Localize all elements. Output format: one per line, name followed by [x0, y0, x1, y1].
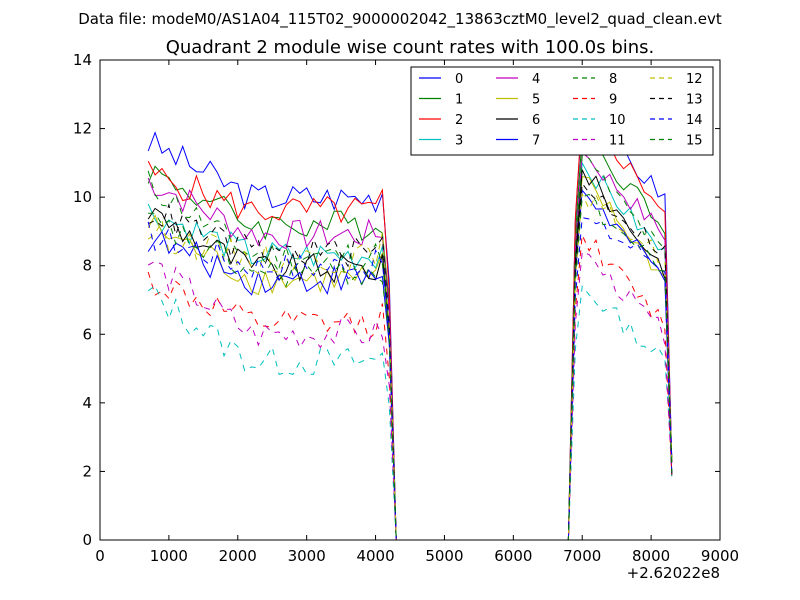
legend-label-1: 1 [455, 93, 463, 108]
legend-label-0: 0 [455, 72, 463, 87]
x-tick-label: 4000 [356, 547, 394, 565]
legend-label-4: 4 [532, 72, 540, 87]
ticks-layer: 0 1000 2000 3000 4000 5000 6000 7000 8000 9000 0 2 4… [73, 51, 739, 565]
x-offset-label: +2.62022e8 [627, 564, 720, 582]
legend-label-11: 11 [609, 134, 626, 149]
series-line-15 [148, 193, 673, 541]
x-tick-label: 9000 [701, 547, 739, 565]
x-tick-label: 8000 [632, 547, 670, 565]
series-line-13 [147, 182, 673, 541]
chart-title: Quadrant 2 module wise count rates with … [166, 37, 655, 58]
y-tick-label: 14 [73, 51, 92, 69]
legend-label-6: 6 [532, 113, 540, 128]
y-tick-label: 12 [73, 120, 92, 138]
y-tick-label: 6 [82, 325, 92, 343]
legend-label-3: 3 [455, 134, 463, 149]
plot-area: 0 1000 2000 3000 4000 5000 6000 7000 8000 9000 0 2 4… [73, 51, 739, 565]
y-tick-label: 0 [82, 531, 92, 549]
legend-label-14: 14 [686, 113, 703, 128]
legend-label-8: 8 [609, 72, 617, 87]
legend-label-2: 2 [455, 113, 463, 128]
y-tick-label: 10 [73, 188, 92, 206]
legend-label-13: 13 [686, 93, 703, 108]
x-tick-label: 0 [95, 547, 105, 565]
y-tick-label: 8 [82, 257, 92, 275]
y-tick-label: 2 [82, 462, 92, 480]
legend-box [410, 66, 714, 156]
legend-label-10: 10 [609, 113, 626, 128]
legend-label-15: 15 [686, 134, 703, 149]
legend-label-5: 5 [532, 93, 540, 108]
x-tick-label: 2000 [219, 547, 257, 565]
axes-frame [99, 59, 721, 541]
x-tick-label: 3000 [288, 547, 326, 565]
legend-label-12: 12 [686, 72, 703, 87]
x-tick-label: 7000 [563, 547, 601, 565]
y-tick-label: 4 [82, 394, 92, 412]
legend-label-9: 9 [609, 93, 617, 108]
suptitle: Data file: modeM0/AS1A04_115T02_90000020… [78, 10, 722, 29]
x-tick-label: 6000 [494, 547, 532, 565]
x-tick-label: 1000 [150, 547, 188, 565]
x-tick-label: 5000 [425, 547, 463, 565]
legend-label-7: 7 [532, 134, 540, 149]
series-line-14 [147, 217, 673, 541]
